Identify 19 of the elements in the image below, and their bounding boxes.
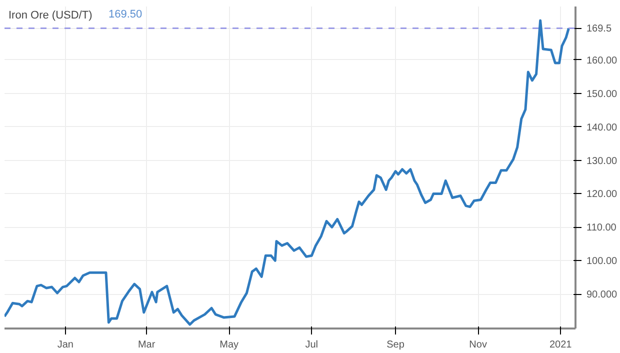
x-tick-label: Jul xyxy=(305,340,318,350)
ref-line-label: 169.5 xyxy=(586,24,612,35)
chart-title: Iron Ore (USD/T) xyxy=(8,10,92,22)
y-tick-label: 130.00 xyxy=(586,156,618,167)
y-tick-label: 160.00 xyxy=(586,56,618,66)
y-tick-label: 100.00 xyxy=(586,256,618,268)
line-series xyxy=(4,19,570,326)
x-tick-label: Sep xyxy=(386,340,405,350)
x-tick-label: Jan xyxy=(57,340,74,350)
y-tick-label: 140.00 xyxy=(586,122,618,134)
x-tick-label: Nov xyxy=(469,340,487,350)
y-tick-label: 110.00 xyxy=(586,222,617,234)
x-tick-label: 2021 xyxy=(549,340,572,350)
chart-subtitle: 169.50 xyxy=(108,8,142,20)
y-tick-label: 150.00 xyxy=(586,88,618,100)
y-tick-label: 90.000 xyxy=(586,290,618,301)
y-tick-label: 120.00 xyxy=(586,189,618,200)
x-tick-label: Mar xyxy=(138,340,156,350)
x-tick-label: May xyxy=(220,340,239,350)
